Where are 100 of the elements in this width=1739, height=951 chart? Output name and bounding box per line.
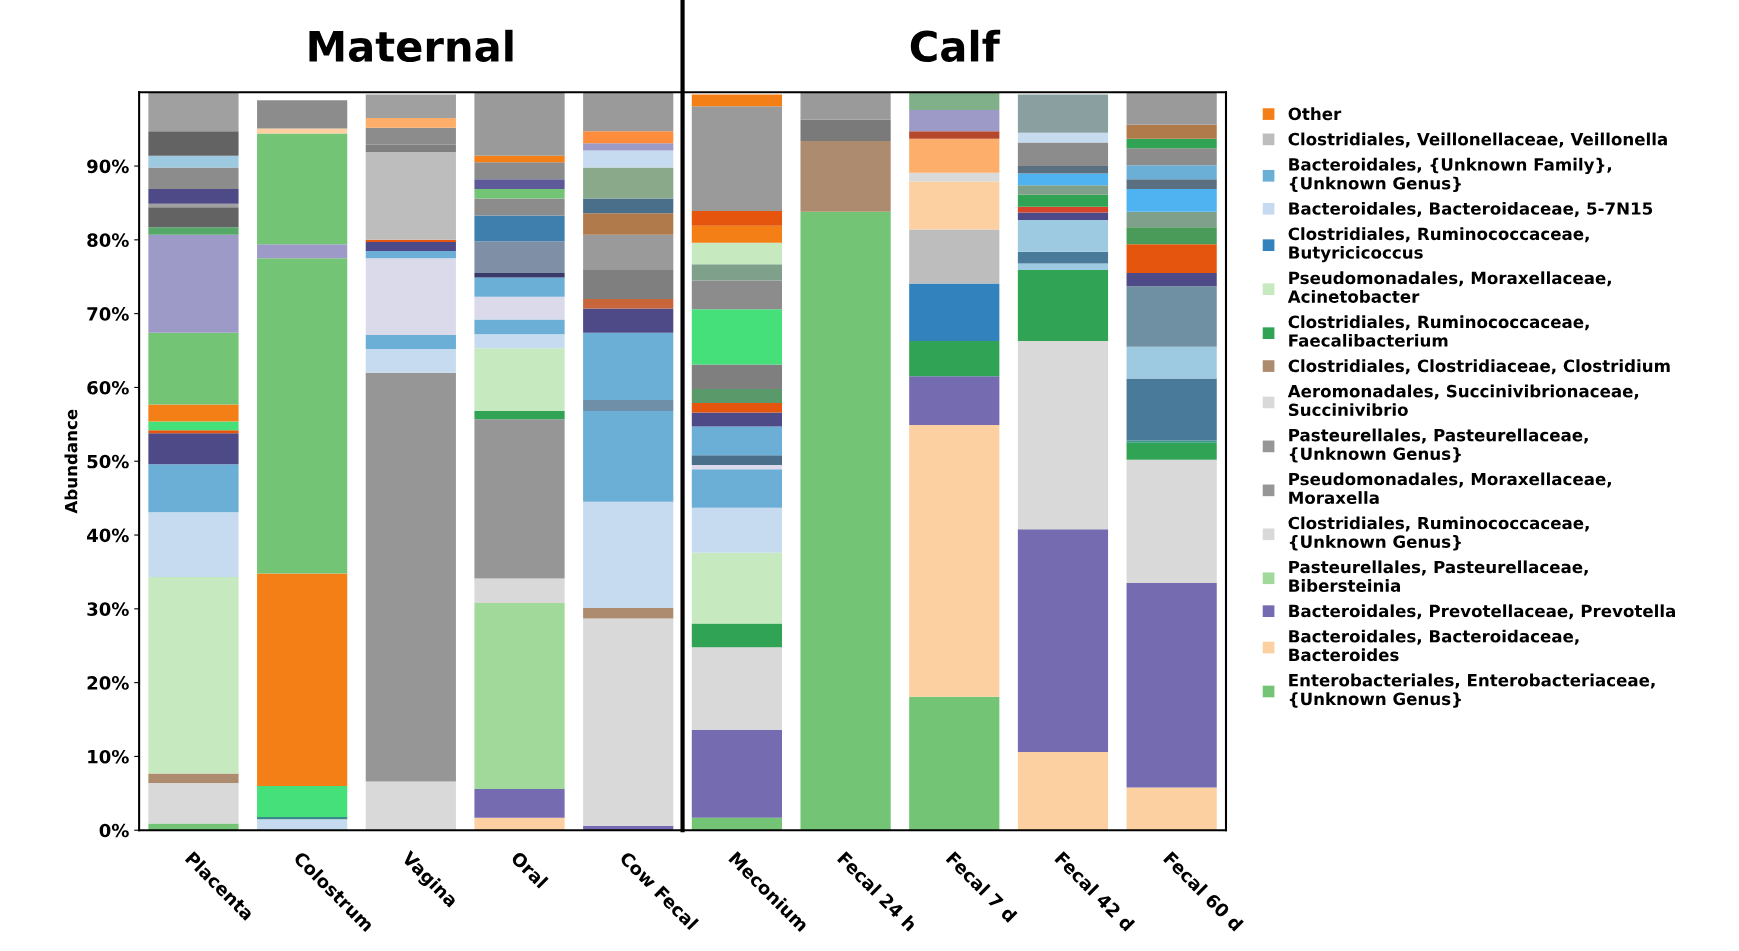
legend-label: Pseudomonadales, Moraxellaceae, Moraxella xyxy=(1289,472,1611,505)
bar xyxy=(257,244,348,259)
legend-label: Bacteroidales, Prevotellaceae, Prevotella xyxy=(1289,604,1676,620)
bar xyxy=(474,578,565,603)
bar xyxy=(1017,251,1109,264)
bar xyxy=(257,816,348,820)
text: Calf xyxy=(910,29,1001,63)
bar xyxy=(474,788,565,818)
bar xyxy=(474,411,565,420)
bar xyxy=(800,119,891,141)
legend-label: Aeromonadales, Succinivibrionaceae, Succinivibrio xyxy=(1287,384,1639,417)
bar xyxy=(1126,286,1217,347)
bar xyxy=(1126,459,1217,583)
bar xyxy=(691,412,783,427)
bar xyxy=(365,118,456,128)
text: Maternal xyxy=(309,29,513,63)
y-tick-label: 40% xyxy=(86,528,129,543)
bar xyxy=(583,399,674,412)
bar xyxy=(909,92,1000,110)
bar xyxy=(583,411,674,502)
bar xyxy=(691,309,783,365)
bar xyxy=(800,211,891,831)
bar xyxy=(365,258,456,336)
bar xyxy=(909,131,1000,139)
bar xyxy=(909,425,1000,697)
legend-label: Clostridiales, Ruminococcaceae, {Unknown Genus} xyxy=(1288,516,1589,551)
bar xyxy=(1017,270,1109,341)
bar xyxy=(583,608,674,619)
y-tick-label: 90% xyxy=(87,159,129,174)
bar xyxy=(691,507,783,553)
bar xyxy=(148,512,239,578)
bar xyxy=(1126,227,1217,245)
y-tick-label: 0% xyxy=(99,823,129,838)
bar xyxy=(365,372,456,782)
bar xyxy=(1126,378,1217,441)
bar xyxy=(474,319,565,335)
legend-label: Pasteurellales, Pasteurellaceae, {Unknown Genus} xyxy=(1289,428,1588,463)
bar xyxy=(365,781,456,831)
bar xyxy=(691,464,783,470)
bar xyxy=(691,469,783,508)
bar xyxy=(691,388,783,403)
legend-label: Other xyxy=(1288,107,1342,121)
bar xyxy=(1126,442,1217,460)
bar xyxy=(909,340,1000,377)
y-tick-label: 80% xyxy=(87,233,129,247)
bar xyxy=(1017,173,1109,186)
y-axis-title: Abundance xyxy=(64,409,78,514)
y-tick-label: 30% xyxy=(87,602,129,616)
bar xyxy=(1017,529,1109,752)
bar xyxy=(691,552,783,624)
bar xyxy=(1126,787,1217,831)
bar xyxy=(257,819,348,831)
bar xyxy=(148,464,239,513)
legend-label: Clostridiales, Ruminococcaceae, Faecalibacterium xyxy=(1288,315,1589,347)
legend-label: Pseudomonadales, Moraxellaceae, Acinetobacter xyxy=(1287,271,1611,303)
bar xyxy=(1126,440,1217,443)
bar xyxy=(1126,179,1217,189)
bar xyxy=(474,334,565,349)
bar xyxy=(474,602,565,789)
bar xyxy=(691,729,783,818)
y-tick-label: 10% xyxy=(88,749,129,764)
bar xyxy=(583,167,674,199)
legend-label: Clostridiales, Veillonellaceae, Veillonella xyxy=(1288,132,1667,148)
bar xyxy=(474,273,565,278)
bar xyxy=(909,109,1000,132)
bar xyxy=(583,332,674,400)
legend-label: Bacteroidales, Bacteroidaceae, 5-7N15 xyxy=(1289,201,1653,217)
y-tick-label: 20% xyxy=(87,676,129,690)
legend-label: Clostridiales, Clostridiaceae, Clostridium xyxy=(1288,359,1670,375)
legend-label: Bacteroidales, Bacteroidaceae, Bacteroides xyxy=(1289,629,1579,662)
legend-label: Bacteroidales, {Unknown Family}, {Unknown Genus} xyxy=(1289,157,1611,193)
bar xyxy=(1017,94,1109,133)
bar xyxy=(583,501,674,609)
bar xyxy=(365,250,456,259)
legend-label: Clostridiales, Ruminococcaceae, Butyricicoccus xyxy=(1288,227,1589,263)
bar xyxy=(583,618,674,826)
bar xyxy=(474,215,565,242)
y-tick-label: 50% xyxy=(87,454,129,469)
bar xyxy=(365,335,456,350)
bar xyxy=(474,296,565,320)
bar xyxy=(583,198,674,214)
bar xyxy=(1017,752,1109,831)
bar xyxy=(474,348,565,412)
bar xyxy=(474,277,565,297)
bar xyxy=(909,172,1000,182)
bar xyxy=(909,283,1000,341)
bar xyxy=(583,131,674,144)
bar xyxy=(1017,340,1109,530)
bar xyxy=(148,782,239,824)
bar xyxy=(583,298,674,309)
bar xyxy=(148,227,239,235)
bar xyxy=(1126,583,1217,788)
bar xyxy=(909,376,1000,426)
y-tick-label: 70% xyxy=(87,307,129,321)
bar xyxy=(474,179,565,189)
bar xyxy=(691,623,783,648)
bar xyxy=(800,140,891,212)
bar xyxy=(474,419,565,579)
bar xyxy=(148,773,239,783)
bar xyxy=(691,647,783,730)
